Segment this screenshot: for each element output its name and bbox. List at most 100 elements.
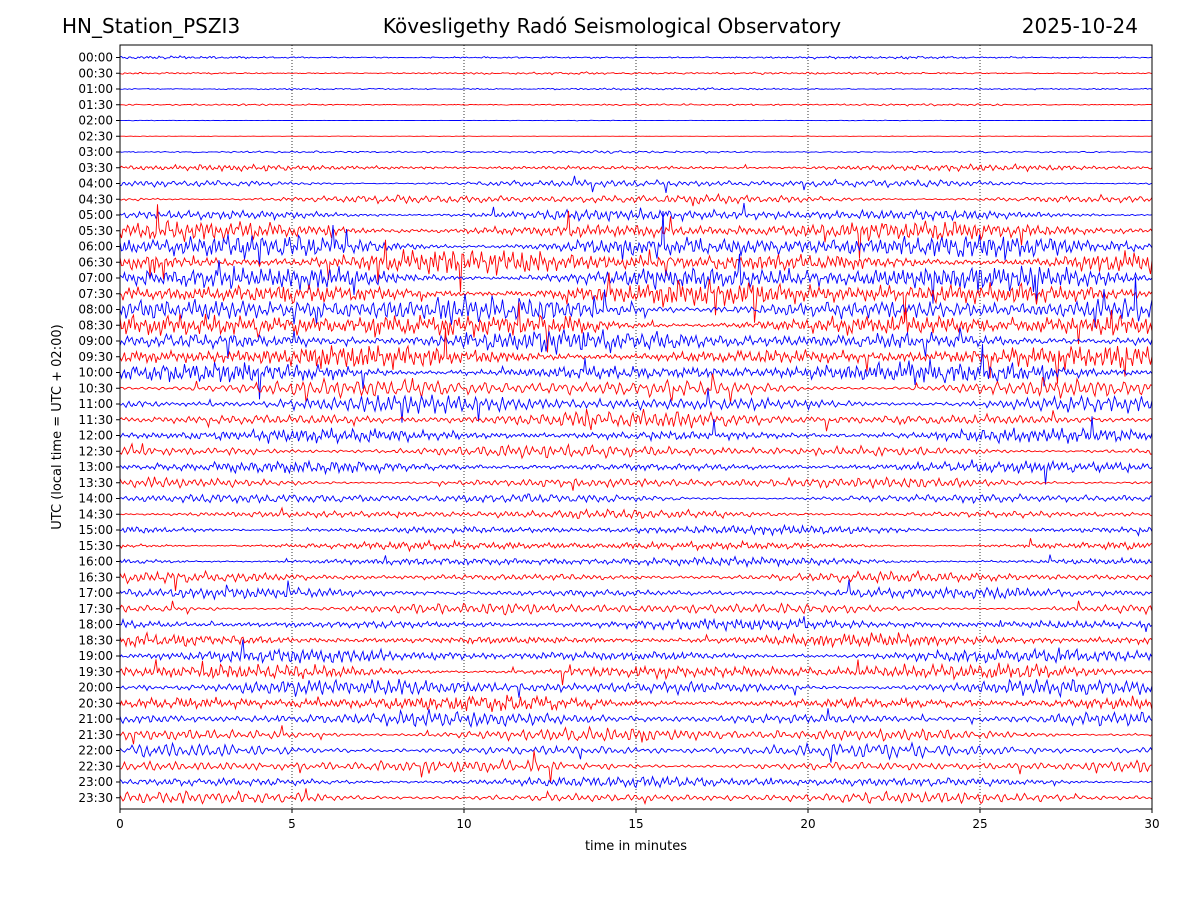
x-tick-label: 15 xyxy=(628,817,643,831)
trace-2330 xyxy=(120,788,1152,805)
y-tick-label: 16:00 xyxy=(78,555,113,569)
x-tick-label: 25 xyxy=(972,817,987,831)
trace-1200 xyxy=(120,416,1152,445)
y-axis-label: UTC (local time = UTC + 02:00) xyxy=(50,324,65,529)
trace-2200 xyxy=(120,741,1152,763)
trace-0000 xyxy=(120,55,1152,60)
y-tick-label: 12:30 xyxy=(78,444,113,458)
y-tick-label: 17:00 xyxy=(78,586,113,600)
y-tick-label: 14:00 xyxy=(78,492,113,506)
y-tick-label: 00:30 xyxy=(78,66,113,80)
x-tick-label: 5 xyxy=(288,817,296,831)
trace-0400 xyxy=(120,175,1152,193)
y-tick-label: 07:00 xyxy=(78,271,113,285)
grid-layer xyxy=(291,45,981,809)
trace-0230 xyxy=(120,135,1152,137)
trace-0700 xyxy=(120,253,1152,304)
trace-1830 xyxy=(120,631,1152,649)
trace-0600 xyxy=(120,210,1152,266)
trace-0630 xyxy=(120,239,1152,293)
trace-0200 xyxy=(120,119,1152,122)
y-tick-label: 04:00 xyxy=(78,177,113,191)
trace-0800 xyxy=(120,276,1152,328)
trace-1130 xyxy=(120,408,1152,432)
trace-2230 xyxy=(120,750,1152,784)
x-tick-label: 10 xyxy=(456,817,471,831)
y-tick-label: 01:00 xyxy=(78,82,113,96)
trace-0900 xyxy=(120,327,1152,360)
y-tick-label: 15:00 xyxy=(78,523,113,537)
trace-1530 xyxy=(120,538,1152,553)
trace-0530 xyxy=(120,204,1152,259)
y-tick-label: 01:30 xyxy=(78,98,113,112)
trace-0500 xyxy=(120,202,1152,223)
y-tick-label: 20:30 xyxy=(78,696,113,710)
trace-0730 xyxy=(120,272,1152,323)
y-tick-label: 06:00 xyxy=(78,240,113,254)
trace-1330 xyxy=(120,476,1152,491)
y-tick-label: 03:30 xyxy=(78,161,113,175)
y-tick-label: 02:00 xyxy=(78,114,113,128)
x-axis-label: time in minutes xyxy=(585,839,687,854)
trace-0930 xyxy=(120,327,1152,384)
y-tick-label: 16:30 xyxy=(78,570,113,584)
y-tick-label: 15:30 xyxy=(78,539,113,553)
trace-0430 xyxy=(120,192,1152,207)
y-tick-label: 22:30 xyxy=(78,759,113,773)
y-tick-label: 13:30 xyxy=(78,476,113,490)
trace-1300 xyxy=(120,459,1152,485)
y-tick-label: 18:30 xyxy=(78,633,113,647)
y-tick-label: 09:30 xyxy=(78,350,113,364)
x-tick-label: 0 xyxy=(116,817,124,831)
trace-1400 xyxy=(120,493,1152,505)
y-tick-label: 19:30 xyxy=(78,665,113,679)
trace-2100 xyxy=(120,708,1152,728)
y-tick-label: 04:30 xyxy=(78,192,113,206)
trace-0330 xyxy=(120,163,1152,173)
y-tick-label: 02:30 xyxy=(78,129,113,143)
trace-2130 xyxy=(120,725,1152,745)
trace-0130 xyxy=(120,103,1152,107)
y-tick-label: 23:30 xyxy=(78,791,113,805)
trace-1000 xyxy=(120,344,1152,400)
y-tick-label: 21:00 xyxy=(78,712,113,726)
trace-1730 xyxy=(120,600,1152,616)
trace-0100 xyxy=(120,87,1152,91)
y-tick-label: 13:00 xyxy=(78,460,113,474)
station-name: HN_Station_PSZI3 xyxy=(62,14,241,38)
y-tick-label: 11:00 xyxy=(78,397,113,411)
y-tick-label: 14:30 xyxy=(78,507,113,521)
y-tick-label: 03:00 xyxy=(78,145,113,159)
chart-date: 2025-10-24 xyxy=(1021,14,1138,38)
y-tick-label: 11:30 xyxy=(78,413,113,427)
trace-1630 xyxy=(120,569,1152,592)
y-tick-label: 18:00 xyxy=(78,618,113,632)
x-tick-label: 30 xyxy=(1144,817,1159,831)
trace-1900 xyxy=(120,639,1152,665)
y-tick-label: 05:00 xyxy=(78,208,113,222)
trace-1230 xyxy=(120,442,1152,460)
y-tick-label: 07:30 xyxy=(78,287,113,301)
y-tick-label: 20:00 xyxy=(78,681,113,695)
trace-1700 xyxy=(120,579,1152,601)
trace-2000 xyxy=(120,678,1152,699)
y-tick-label: 23:00 xyxy=(78,775,113,789)
y-tick-label: 06:30 xyxy=(78,255,113,269)
y-tick-label: 22:00 xyxy=(78,744,113,758)
trace-2030 xyxy=(120,694,1152,712)
y-tick-label: 05:30 xyxy=(78,224,113,238)
trace-1430 xyxy=(120,506,1152,520)
y-tick-label: 12:00 xyxy=(78,429,113,443)
x-tick-label: 20 xyxy=(800,817,815,831)
y-tick-label: 08:30 xyxy=(78,318,113,332)
trace-0300 xyxy=(120,150,1152,154)
y-tick-label: 10:30 xyxy=(78,381,113,395)
trace-layer xyxy=(120,55,1152,805)
trace-1800 xyxy=(120,616,1152,633)
trace-0030 xyxy=(120,71,1152,76)
y-tick-label: 00:00 xyxy=(78,51,113,65)
y-tick-label: 21:30 xyxy=(78,728,113,742)
trace-0830 xyxy=(120,302,1152,353)
